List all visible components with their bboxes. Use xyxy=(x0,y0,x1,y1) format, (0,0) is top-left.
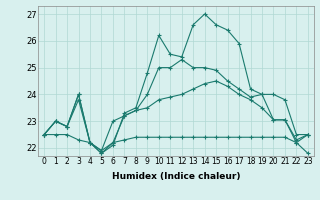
X-axis label: Humidex (Indice chaleur): Humidex (Indice chaleur) xyxy=(112,172,240,181)
